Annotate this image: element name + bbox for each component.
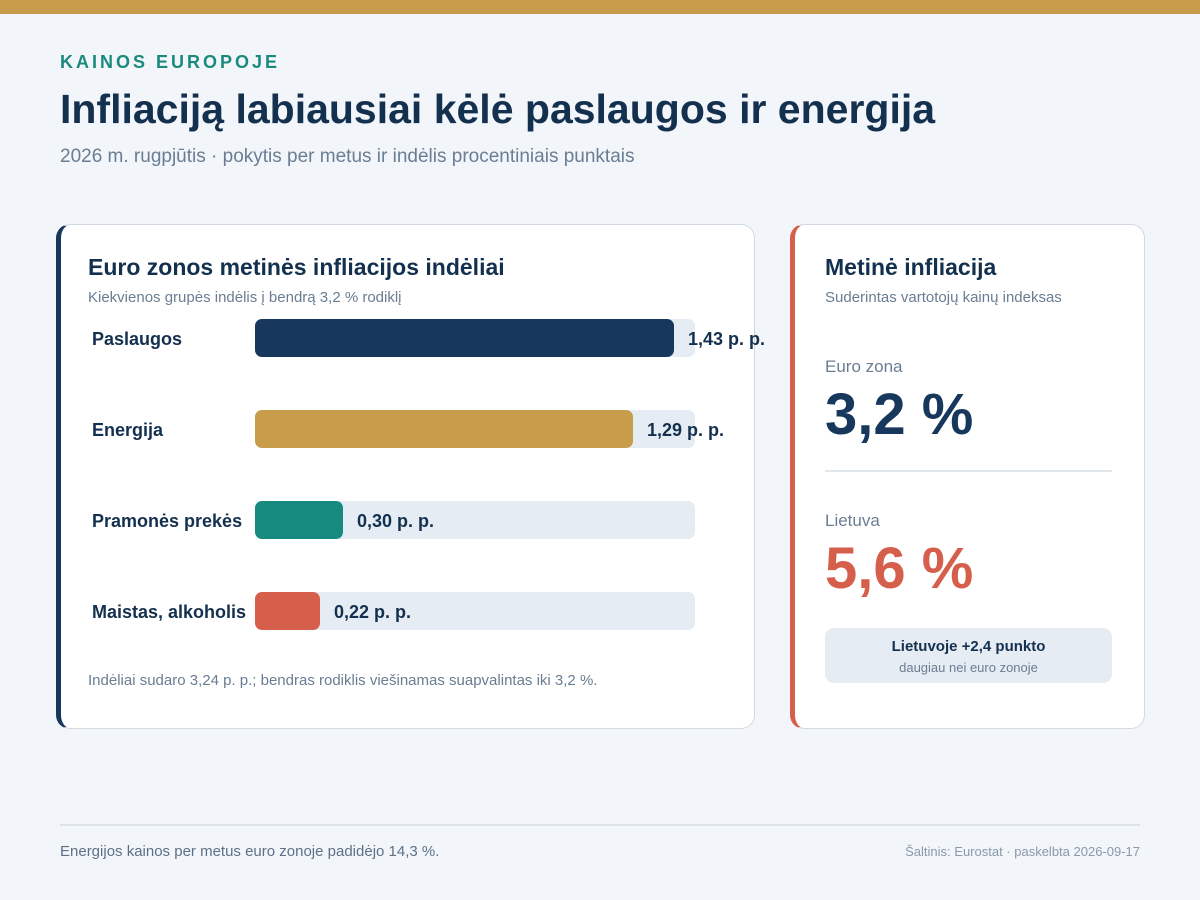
bar-row: Energija 1,29 p. p. [61,410,754,448]
bar-track [255,319,695,357]
bar-track [255,501,695,539]
bar-row: Pramonės prekės 0,30 p. p. [61,501,754,539]
bar-row: Maistas, alkoholis 0,22 p. p. [61,592,754,630]
bar-value-label: 0,30 p. p. [357,511,435,531]
inflation-card-title: Metinė infliacija [825,254,997,280]
bar-category-label: Paslaugos [92,329,183,349]
difference-sub: daugiau nei euro zonoje [899,660,1038,675]
difference-callout: Lietuvoje +2,4 punkto daugiau nei euro z… [825,628,1112,683]
page-subtitle: 2026 m. rugpjūtis · pokytis per metus ir… [60,146,635,167]
page-title: Infliaciją labiausiai kėlė paslaugos ir … [60,86,936,132]
footer-note: Energijos kainos per metus euro zonoje p… [60,843,440,860]
bar [255,592,320,630]
top-accent-bar [0,0,1200,14]
bar-value-label: 0,22 p. p. [334,602,412,622]
contributions-card-subtitle: Kiekvienos grupės indėlis į bendrą 3,2 %… [88,289,402,306]
euro-zone-value: 3,2 % [825,382,974,447]
section-kicker: KAINOS EUROPOJE [60,52,281,72]
bar-category-label: Maistas, alkoholis [92,602,247,622]
bar [255,501,343,539]
bar-track [255,410,695,448]
contributions-card: Euro zonos metinės infliacijos indėliai … [56,224,765,729]
bar-value-label: 1,29 p. p. [647,420,725,440]
footer-source: Šaltinis: Eurostat · paskelbta 2026-09-1… [905,844,1140,859]
contributions-note: Indėliai sudaro 3,24 p. p.; bendras rodi… [88,672,598,689]
bar-value-label: 1,43 p. p. [688,329,766,349]
inflation-card: Metinė infliacija Suderintas vartotojų k… [790,224,1145,729]
bar [255,319,674,357]
bar-category-label: Pramonės prekės [92,511,243,531]
bar [255,410,633,448]
bar-track [255,592,695,630]
bar-row: Paslaugos 1,43 p. p. [61,319,765,357]
contributions-bar-chart: Paslaugos 1,43 p. p. Energija 1,29 p. p. Pra… [61,225,765,728]
bar-category-label: Energija [92,420,164,440]
lithuania-label: Lietuva [825,511,880,530]
contributions-card-title: Euro zonos metinės infliacijos indėliai [88,254,505,280]
footer-divider [60,824,1140,826]
inflation-card-subtitle: Suderintas vartotojų kainų indeksas [825,289,1062,306]
stat-divider [825,470,1112,472]
lithuania-value: 5,6 % [825,536,974,601]
difference-main: Lietuvoje +2,4 punkto [891,638,1046,655]
euro-zone-label: Euro zona [825,357,903,376]
